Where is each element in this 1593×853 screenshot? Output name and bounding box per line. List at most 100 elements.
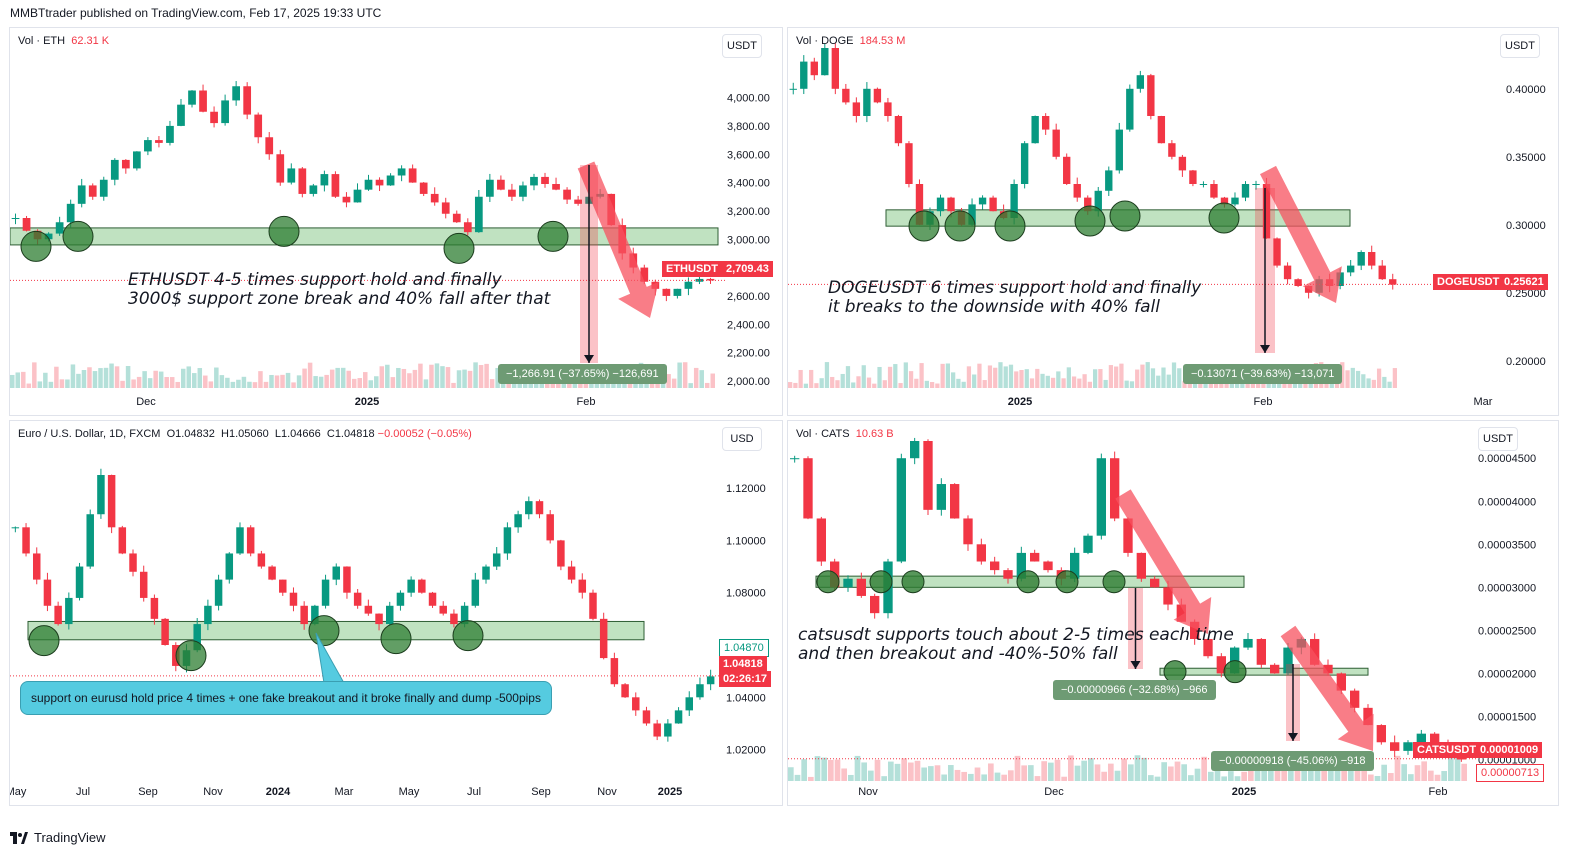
volume-bar bbox=[1108, 763, 1114, 781]
candle-body bbox=[1168, 143, 1176, 157]
chart-panel-ethusdt[interactable]: 4,000.00 3,800.00 3,600.00 3,400.00 3,200.00… bbox=[9, 27, 783, 416]
volume-bar bbox=[934, 765, 941, 781]
currency-unit-button[interactable]: USDT bbox=[1500, 34, 1540, 58]
currency-unit-button[interactable]: USD bbox=[722, 427, 762, 451]
candle-body bbox=[1310, 638, 1320, 665]
volume-bar bbox=[1228, 771, 1234, 781]
volume-bar bbox=[456, 370, 462, 388]
volume-bar bbox=[1028, 765, 1034, 781]
volume-bar bbox=[788, 382, 793, 388]
candle-body bbox=[161, 618, 169, 645]
volume-bar bbox=[1014, 371, 1019, 388]
candle-body bbox=[1052, 129, 1060, 157]
volume-bar bbox=[848, 774, 854, 781]
volume-bar bbox=[803, 383, 809, 388]
volume-bar bbox=[908, 371, 914, 388]
x-tick-label: 2025 bbox=[1232, 786, 1256, 798]
volume-bar bbox=[845, 366, 851, 388]
candle-body bbox=[1030, 552, 1040, 562]
volume-bar bbox=[1392, 368, 1397, 388]
y-tick-label: 3,200.00 bbox=[727, 206, 770, 218]
candle-body bbox=[1203, 638, 1213, 657]
volume-bar bbox=[988, 763, 994, 781]
volume-bar bbox=[1024, 369, 1029, 388]
candle-body bbox=[88, 185, 97, 197]
x-tick-label: Feb bbox=[1254, 396, 1273, 408]
candle-body bbox=[810, 61, 818, 76]
volume-bar bbox=[329, 369, 335, 388]
chart-legend: Euro / U.S. Dollar, 1D, FXCM O1.04832 H1… bbox=[18, 428, 472, 440]
candle-body bbox=[66, 203, 75, 223]
volume-bar bbox=[830, 376, 835, 388]
volume-bar bbox=[1048, 762, 1054, 781]
volume-bar bbox=[1194, 768, 1201, 781]
measure-arrow-head bbox=[584, 355, 594, 363]
candle-body bbox=[856, 578, 866, 596]
volume-bar bbox=[1208, 771, 1214, 781]
support-touch-circle bbox=[1109, 200, 1141, 232]
candle-body bbox=[386, 175, 395, 186]
last-price-tag: 0.00001009 bbox=[1476, 742, 1543, 758]
volume-bar bbox=[236, 379, 241, 388]
candle-body bbox=[831, 48, 840, 89]
volume-bar bbox=[928, 766, 934, 781]
y-tick-label: 2,200.00 bbox=[727, 348, 770, 360]
candle-body bbox=[452, 213, 461, 223]
volume-bar bbox=[269, 374, 274, 388]
candle-body bbox=[265, 137, 274, 155]
candle-body bbox=[1241, 184, 1250, 198]
chart-panel-dogeusdt[interactable]: 0.40000 0.35000 0.30000 0.25000 0.20000 2025 F… bbox=[787, 27, 1559, 416]
volume-bar bbox=[1156, 375, 1161, 388]
candle-body bbox=[843, 578, 853, 588]
candle-body bbox=[1231, 197, 1239, 205]
chart-panel-eurusd[interactable]: 1.120001.100001.080001.060001.040001.020… bbox=[9, 420, 783, 806]
candle-body bbox=[1256, 638, 1266, 665]
volume-bar bbox=[993, 367, 998, 388]
candle-body bbox=[546, 514, 554, 541]
volume-bar bbox=[616, 381, 622, 388]
volume-bar bbox=[1019, 369, 1024, 388]
x-tick-label: Dec bbox=[136, 396, 156, 408]
volume-bar bbox=[1161, 367, 1166, 388]
candle-body bbox=[1403, 742, 1413, 751]
y-tick-label: 0.00004500 bbox=[1478, 453, 1536, 465]
volume-bar bbox=[412, 369, 418, 388]
volume-bar bbox=[894, 763, 901, 781]
candle-body bbox=[1416, 733, 1426, 743]
support-touch-circle bbox=[308, 615, 340, 647]
x-tick-label: Feb bbox=[577, 396, 596, 408]
currency-unit-button[interactable]: USDT bbox=[722, 34, 762, 58]
candle-body bbox=[343, 566, 351, 593]
volume-bar bbox=[1428, 770, 1434, 781]
volume-bar bbox=[1354, 767, 1361, 781]
volume-bar bbox=[972, 374, 977, 388]
x-tick-label: Jul bbox=[467, 786, 481, 798]
y-tick-label: 0.20000 bbox=[1506, 356, 1546, 368]
candle-body bbox=[110, 159, 119, 180]
x-tick-label: May bbox=[399, 786, 420, 798]
volume-bar bbox=[1121, 758, 1127, 781]
support-touch-circle bbox=[175, 640, 207, 672]
candle-body bbox=[541, 176, 549, 184]
support-zone bbox=[1159, 667, 1369, 676]
candle-body bbox=[199, 90, 207, 112]
chart-panel-catsusdt[interactable]: 0.00004500 0.00004000 0.00003500 0.00003000… bbox=[787, 420, 1559, 806]
volume-bar bbox=[861, 365, 866, 388]
candle-body bbox=[300, 605, 308, 625]
volume-bar bbox=[914, 378, 919, 388]
candle-body bbox=[1073, 184, 1081, 198]
volume-bar bbox=[1088, 758, 1094, 781]
currency-unit-button[interactable]: USDT bbox=[1478, 427, 1518, 451]
volume-bar bbox=[929, 382, 935, 388]
volume-bar bbox=[824, 362, 830, 388]
candle-body bbox=[471, 579, 480, 606]
volume-bar bbox=[941, 774, 947, 781]
volume-bar bbox=[374, 376, 379, 388]
volume-bar bbox=[1066, 367, 1071, 388]
volume-bar bbox=[951, 372, 956, 388]
volume-bar bbox=[153, 370, 158, 388]
candle-body bbox=[353, 592, 362, 606]
candle-body bbox=[474, 196, 483, 233]
candle-body bbox=[1083, 535, 1093, 553]
volume-bar bbox=[1201, 756, 1207, 781]
